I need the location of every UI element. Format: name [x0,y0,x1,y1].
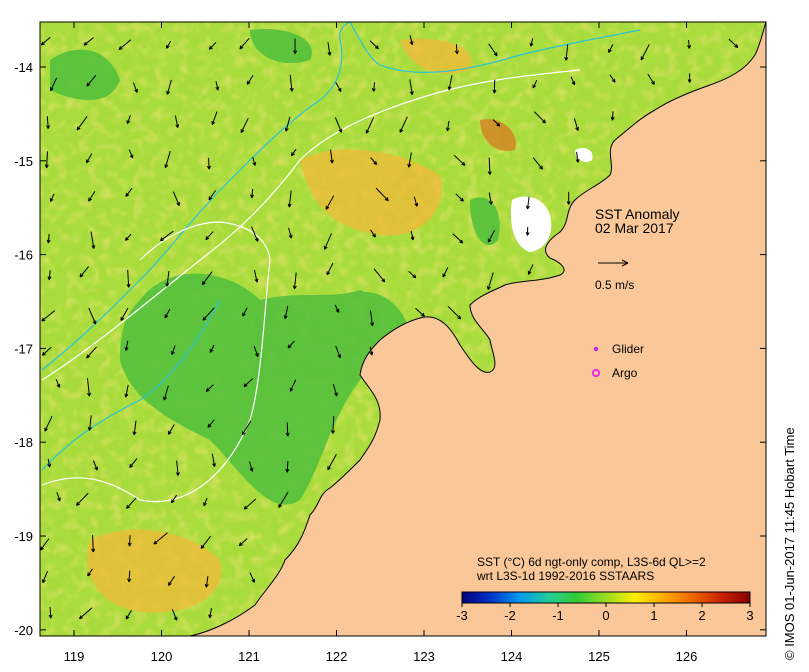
y-tick-label: -16 [14,248,33,263]
scale-label: 0.5 m/s [595,278,634,292]
argo-label: Argo [612,366,638,380]
map-date: 02 Mar 2017 [595,220,674,236]
cool-anomaly-regions [50,29,500,505]
current-vectors [40,35,739,621]
credit-text: © IMOS 01-Jun-2017 11:45 Hobart Time [782,427,797,660]
longitude-axis: 119 120 121 122 123 124 125 126 [64,22,698,664]
glider-label: Glider [612,342,644,356]
x-tick-label: 126 [676,649,698,664]
x-tick-label: 121 [238,649,260,664]
colorbar-caption-line2: wrt L3S-1d 1992-2016 SSTAARS [476,569,654,583]
colorbar-tick-label: -2 [504,608,516,623]
isobath-white [41,69,581,503]
x-tick-label: 122 [326,649,348,664]
no-data-patches [510,148,593,252]
y-tick-label: -18 [14,435,33,450]
y-tick-label: -15 [14,154,33,169]
x-tick-label: 119 [64,649,85,664]
x-tick-label: 123 [413,649,435,664]
map-title: SST Anomaly [595,206,680,222]
latitude-axis: -14-15-16-17-18-19-20 [14,60,766,638]
colorbar-tick-label: 1 [650,608,657,623]
scale-arrow [598,259,629,267]
x-tick-label: 124 [501,649,523,664]
colorbar-tick-label: 2 [698,608,705,623]
colorbar-tick-label: 3 [746,608,753,623]
colorbar-tick-label: -1 [552,608,564,623]
y-tick-label: -19 [14,529,33,544]
y-tick-label: -17 [14,341,33,356]
y-tick-label: -14 [14,60,33,75]
isobath-cyan [41,22,641,471]
colorbar [461,591,751,604]
argo-marker [591,368,601,378]
y-tick-label: -20 [14,623,33,638]
plot-frame [39,21,767,637]
x-tick-label: 125 [588,649,610,664]
land-mass [189,22,766,636]
x-tick-label: 120 [151,649,173,664]
colorbar-ticks: -3 -2 -1 0 1 2 3 [456,603,754,623]
colorbar-caption-line1: SST (°C) 6d ngt-only comp, L3S-6d QL>=2 [477,555,706,569]
glider-marker [593,346,599,352]
colorbar-tick-label: 0 [602,608,609,623]
colorbar-tick-label: -3 [456,608,468,623]
warm-anomaly-regions [86,38,516,613]
